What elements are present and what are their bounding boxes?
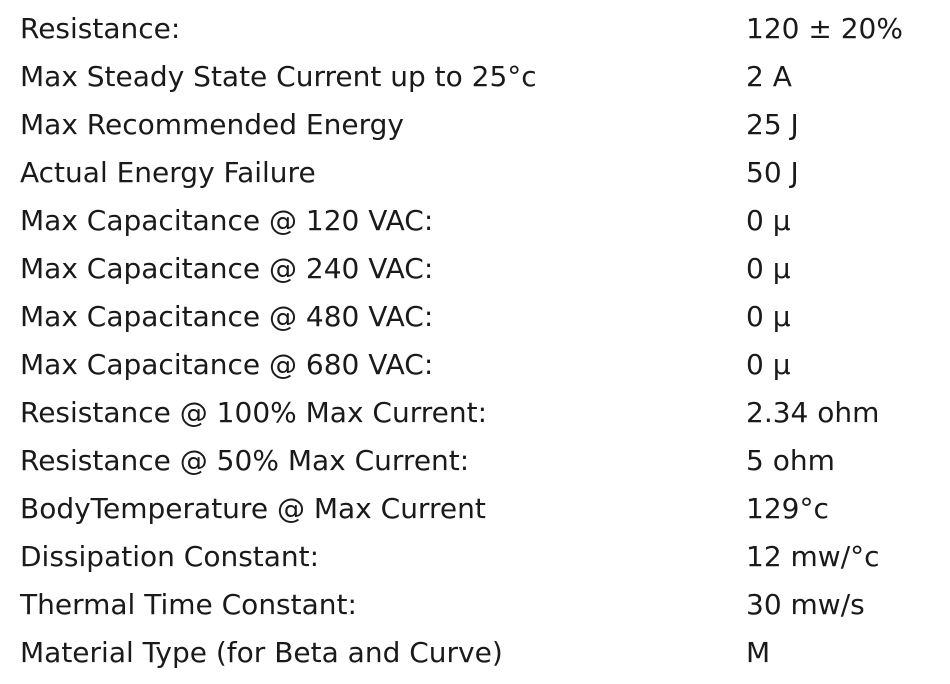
spec-value: 0 µ (746, 252, 791, 285)
spec-label: BodyTemperature @ Max Current (20, 492, 486, 525)
spec-value: 2.34 ohm (746, 396, 880, 429)
spec-value: 0 µ (746, 348, 791, 381)
spec-row: Resistance: 120 ± 20% (0, 5, 950, 53)
spec-row: Max Capacitance @ 680 VAC: 0 µ (0, 341, 950, 389)
spec-label: Actual Energy Failure (20, 156, 316, 189)
spec-row: Dissipation Constant: 12 mw/°c (0, 533, 950, 581)
spec-label: Max Steady State Current up to 25°c (20, 60, 537, 93)
spec-label: Max Capacitance @ 120 VAC: (20, 204, 434, 237)
spec-value: 25 J (746, 108, 799, 141)
spec-label: Material Type (for Beta and Curve) (20, 636, 503, 669)
spec-value: 129°c (746, 492, 829, 525)
spec-label: Resistance @ 50% Max Current: (20, 444, 470, 477)
spec-row: Max Steady State Current up to 25°c 2 A (0, 53, 950, 101)
spec-label: Resistance @ 100% Max Current: (20, 396, 488, 429)
spec-row: Max Capacitance @ 120 VAC: 0 µ (0, 197, 950, 245)
spec-label: Resistance: (20, 12, 181, 45)
spec-row: BodyTemperature @ Max Current 129°c (0, 485, 950, 533)
spec-label: Max Capacitance @ 480 VAC: (20, 300, 434, 333)
spec-value: 2 A (746, 60, 792, 93)
spec-value: M (746, 636, 771, 669)
spec-row: Actual Energy Failure 50 J (0, 149, 950, 197)
spec-row: Max Recommended Energy 25 J (0, 101, 950, 149)
spec-row: Thermal Time Constant: 30 mw/s (0, 581, 950, 629)
spec-value: 12 mw/°c (746, 540, 880, 573)
spec-label: Dissipation Constant: (20, 540, 320, 573)
spec-value: 0 µ (746, 204, 791, 237)
spec-label: Max Capacitance @ 680 VAC: (20, 348, 434, 381)
spec-value: 120 ± 20% (746, 12, 903, 45)
spec-row: Material Type (for Beta and Curve) M (0, 629, 950, 677)
spec-row: Resistance @ 50% Max Current: 5 ohm (0, 437, 950, 485)
spec-row: Max Capacitance @ 240 VAC: 0 µ (0, 245, 950, 293)
spec-value: 50 J (746, 156, 799, 189)
spec-value: 0 µ (746, 300, 791, 333)
spec-label: Max Capacitance @ 240 VAC: (20, 252, 434, 285)
spec-row: Max Capacitance @ 480 VAC: 0 µ (0, 293, 950, 341)
spec-label: Max Recommended Energy (20, 108, 404, 141)
spec-label: Thermal Time Constant: (20, 588, 357, 621)
spec-row: Resistance @ 100% Max Current: 2.34 ohm (0, 389, 950, 437)
spec-value: 5 ohm (746, 444, 835, 477)
spec-value: 30 mw/s (746, 588, 865, 621)
